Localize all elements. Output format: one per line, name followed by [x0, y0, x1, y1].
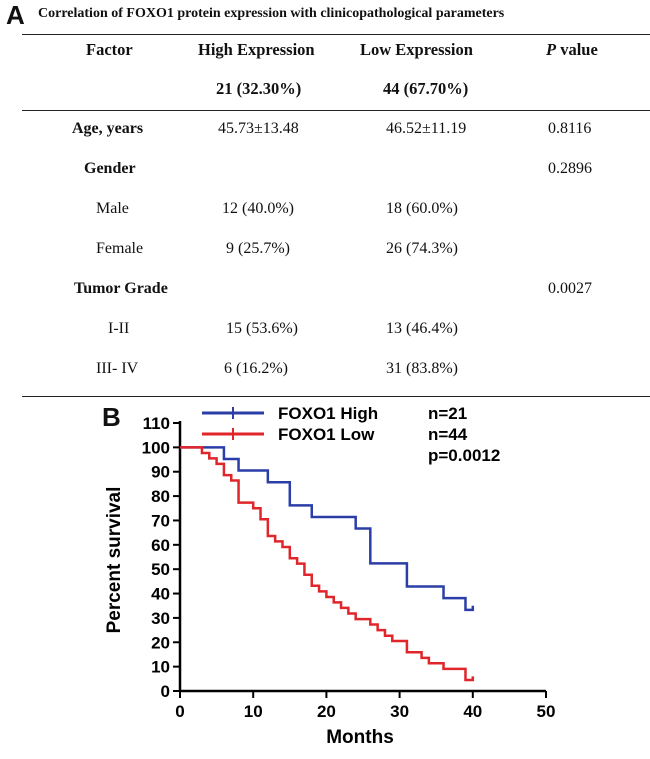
- x-tick-label: 40: [463, 702, 482, 721]
- y-tick-label: 30: [151, 609, 170, 628]
- row-factor: Gender: [84, 160, 136, 177]
- row-low-expression: 18 (60.0%): [386, 200, 458, 217]
- x-tick-label: 30: [390, 702, 409, 721]
- row-low-expression: 13 (46.4%): [386, 320, 458, 337]
- y-tick-label: 10: [151, 658, 170, 677]
- y-tick-label: 80: [151, 487, 170, 506]
- x-tick-label: 10: [244, 702, 263, 721]
- p-value-annotation: p=0.0012: [428, 446, 500, 465]
- row-low-expression: 31 (83.8%): [386, 360, 458, 377]
- x-axis-label: Months: [326, 727, 394, 748]
- y-tick-label: 0: [161, 682, 170, 701]
- row-p-value: 0.0027: [548, 280, 592, 297]
- header-factor: Factor: [86, 40, 133, 59]
- header-low-expression: Low Expression: [360, 40, 473, 59]
- table-bottom-rule: [22, 396, 650, 397]
- legend-n-label: n=21: [428, 404, 467, 423]
- row-factor: Tumor Grade: [74, 280, 168, 297]
- row-high-expression: 45.73±13.48: [218, 120, 299, 137]
- x-tick-label: 50: [537, 702, 556, 721]
- survival-curve-high: [180, 446, 475, 612]
- row-high-expression: 9 (25.7%): [226, 240, 290, 257]
- survival-curve-low: [180, 446, 475, 682]
- subheader-low-count: 44 (67.70%): [383, 79, 469, 98]
- header-high-expression: High Expression: [198, 40, 315, 59]
- y-tick-label: 100: [142, 438, 170, 457]
- header-p-italic: P: [546, 40, 557, 59]
- y-tick-label: 20: [151, 633, 170, 652]
- panel-a-label: A: [6, 0, 25, 30]
- legend-label: FOXO1 Low: [278, 425, 375, 444]
- subheader-high-count: 21 (32.30%): [216, 79, 302, 98]
- header-p-value: P value: [546, 40, 598, 60]
- row-low-expression: 46.52±11.19: [386, 120, 467, 137]
- row-low-expression: 26 (74.3%): [386, 240, 458, 257]
- x-tick-label: 20: [317, 702, 336, 721]
- table-caption: Correlation of FOXO1 protein expression …: [38, 6, 505, 21]
- y-tick-label: 70: [151, 511, 170, 530]
- row-factor: I-II: [108, 320, 130, 337]
- legend-n-label: n=44: [428, 425, 468, 444]
- y-tick-label: 40: [151, 585, 170, 604]
- table-top-rule: [22, 34, 650, 35]
- row-factor: Female: [96, 240, 144, 257]
- y-tick-label: 110: [143, 414, 170, 433]
- y-tick-label: 50: [151, 560, 170, 579]
- row-factor: III- IV: [96, 360, 139, 377]
- y-tick-label: 60: [151, 536, 170, 555]
- panel-b-label: B: [102, 402, 121, 432]
- row-high-expression: 6 (16.2%): [224, 360, 288, 377]
- legend-label: FOXO1 High: [278, 404, 378, 423]
- y-tick-label: 90: [151, 463, 170, 482]
- row-high-expression: 12 (40.0%): [222, 200, 294, 217]
- row-p-value: 0.8116: [548, 120, 592, 137]
- x-tick-label: 0: [175, 702, 184, 721]
- row-factor: Age, years: [72, 120, 144, 137]
- row-p-value: 0.2896: [548, 160, 592, 177]
- row-factor: Male: [96, 200, 129, 217]
- header-p-rest: value: [556, 40, 598, 59]
- y-axis-label: Percent survival: [104, 487, 125, 634]
- table-header-rule: [22, 110, 650, 111]
- row-high-expression: 15 (53.6%): [226, 320, 298, 337]
